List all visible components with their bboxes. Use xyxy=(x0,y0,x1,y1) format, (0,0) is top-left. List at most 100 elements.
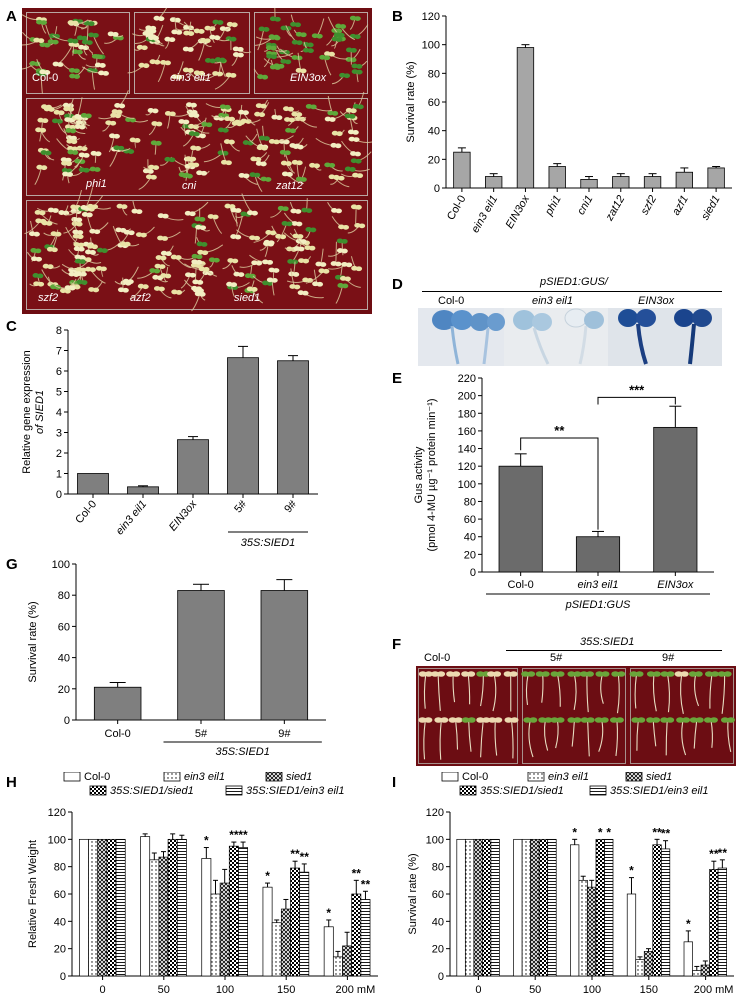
bar xyxy=(106,838,117,977)
label-cni: cni xyxy=(182,180,197,192)
significance-label: * xyxy=(686,917,691,931)
y-tick-label: 160 xyxy=(458,426,476,438)
significance-label: ** xyxy=(238,828,248,842)
bar xyxy=(538,838,549,977)
bar xyxy=(453,151,471,189)
significance-label: ** xyxy=(718,846,728,860)
bar xyxy=(498,465,543,573)
y-tick-label: 120 xyxy=(426,807,444,819)
y-tick-label: 4 xyxy=(56,407,62,419)
y-tick-label: 140 xyxy=(458,444,476,456)
x-tick-label: 100 xyxy=(216,984,234,996)
x-tick-label: 150 xyxy=(640,984,658,996)
panel-letter-g: G xyxy=(6,556,18,573)
legend-label: 35S:SIED1/ein3 eil1 xyxy=(610,785,708,797)
x-tick-label: Col-0 xyxy=(445,194,469,223)
bar xyxy=(280,908,291,977)
x-tick-label: 5# xyxy=(195,728,208,740)
legend-swatch xyxy=(527,772,545,782)
bar xyxy=(360,899,371,977)
x-tick-label: EIN3ox xyxy=(657,579,694,591)
panel-f-group-label: 35S:SIED1 xyxy=(580,636,635,648)
y-tick-label: 100 xyxy=(52,559,70,571)
bar xyxy=(149,859,160,977)
y-tick-label: 6 xyxy=(56,366,62,378)
y-tick-label: 80 xyxy=(432,862,444,874)
bar xyxy=(299,871,310,977)
x-tick-label: azf1 xyxy=(670,194,691,218)
legend-swatch xyxy=(89,785,107,796)
x-tick-label: szf2 xyxy=(639,194,659,217)
significance-label: * xyxy=(265,869,270,883)
significance-label: ** xyxy=(352,866,362,880)
bar xyxy=(177,439,209,495)
y-tick-label: 20 xyxy=(54,944,66,956)
legend-label: ein3 eil1 xyxy=(548,772,589,783)
significance-label: ** xyxy=(661,827,671,841)
panel-d-label-col0: Col-0 xyxy=(438,295,465,307)
group-label: 35S:SIED1 xyxy=(215,746,269,758)
significance-label: ** xyxy=(361,877,371,891)
panel-letter-d: D xyxy=(392,276,403,293)
panel-letter-c: C xyxy=(6,318,17,335)
legend-label: 35S:SIED1/ein3 eil1 xyxy=(246,785,344,797)
legend-swatch xyxy=(625,772,643,782)
significance-label: ** xyxy=(554,423,565,438)
x-tick-label: Col-0 xyxy=(73,498,99,526)
panel-letter-e: E xyxy=(392,370,403,387)
significance-label: * xyxy=(598,825,603,839)
label-azf2: azf2 xyxy=(130,292,151,304)
significance-label: ** xyxy=(300,850,310,864)
x-tick-label: Col-0 xyxy=(105,728,131,740)
x-tick-label: 9# xyxy=(278,728,291,740)
bar xyxy=(635,959,645,977)
y-tick-label: 100 xyxy=(48,834,66,846)
legend-label: 35S:SIED1/sied1 xyxy=(480,785,564,797)
chart-i: Col-0 ein3 eil1 sied1 35S:SIED1/sied1 35S:SI… xyxy=(407,772,734,996)
y-tick-label: 0 xyxy=(56,489,62,501)
significance-bracket xyxy=(520,437,599,530)
legend-label: Col-0 xyxy=(84,772,110,783)
bar xyxy=(652,844,662,977)
legend-label: Col-0 xyxy=(462,772,488,783)
label-phi1: phi1 xyxy=(86,178,107,190)
y-tick-label: 80 xyxy=(54,862,66,874)
group-label: 35S:SIED1 xyxy=(241,537,295,549)
label-szf2: szf2 xyxy=(38,292,59,304)
bar xyxy=(158,856,169,977)
y-axis-label: Relative gene expressionof SIED1 xyxy=(21,350,46,474)
y-tick-label: 100 xyxy=(426,834,444,846)
y-tick-label: 7 xyxy=(56,346,62,358)
y-tick-label: 2 xyxy=(56,448,62,460)
bar xyxy=(464,838,475,977)
legend-label: sied1 xyxy=(286,772,312,783)
panel-letter-h: H xyxy=(6,774,17,791)
significance-label: * xyxy=(326,906,331,920)
legend-swatch xyxy=(589,785,607,796)
bar xyxy=(238,847,248,977)
y-tick-label: 60 xyxy=(464,514,476,526)
bar xyxy=(176,838,187,977)
x-tick-label: zat12 xyxy=(603,194,627,224)
y-tick-label: 60 xyxy=(428,97,440,109)
legend-swatch xyxy=(225,785,243,796)
bar xyxy=(575,536,621,573)
bar xyxy=(277,360,309,495)
x-tick-label: 5# xyxy=(232,498,250,516)
bar xyxy=(683,941,693,977)
x-axis-label: pSIED1:GUS xyxy=(565,599,631,611)
bar xyxy=(227,357,259,495)
y-tick-label: 40 xyxy=(58,653,70,665)
y-tick-label: 0 xyxy=(434,183,440,195)
bar xyxy=(604,838,614,977)
x-tick-label: EIN3ox xyxy=(167,498,200,534)
label-col0: Col-0 xyxy=(32,72,59,84)
y-tick-label: 40 xyxy=(54,916,66,928)
bar xyxy=(290,867,301,977)
panel-letter-b: B xyxy=(392,8,403,25)
bar xyxy=(351,893,362,977)
y-tick-label: 120 xyxy=(422,11,440,23)
bar xyxy=(548,166,566,189)
bar xyxy=(78,838,89,977)
bar xyxy=(516,47,535,189)
